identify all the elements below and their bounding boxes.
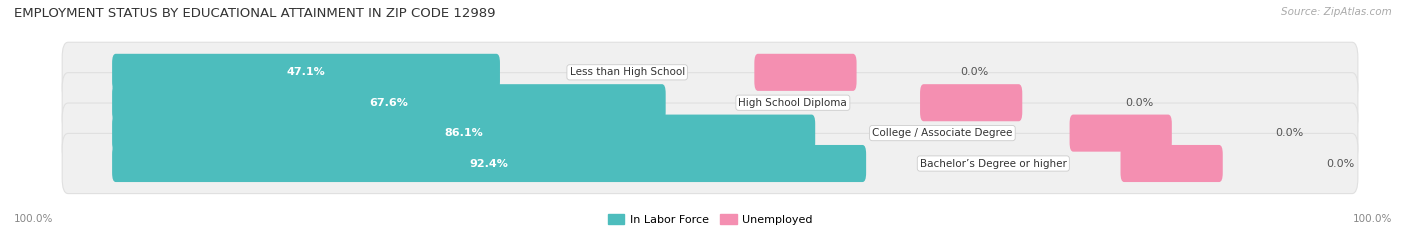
Text: 47.1%: 47.1%: [287, 67, 325, 77]
Legend: In Labor Force, Unemployed: In Labor Force, Unemployed: [603, 210, 817, 229]
Text: 0.0%: 0.0%: [1326, 158, 1354, 168]
FancyBboxPatch shape: [755, 54, 856, 91]
Text: Bachelor’s Degree or higher: Bachelor’s Degree or higher: [920, 158, 1067, 168]
Text: 100.0%: 100.0%: [14, 214, 53, 224]
FancyBboxPatch shape: [62, 103, 1358, 163]
FancyBboxPatch shape: [62, 134, 1358, 194]
Text: 92.4%: 92.4%: [470, 158, 509, 168]
FancyBboxPatch shape: [112, 84, 665, 121]
Text: 67.6%: 67.6%: [370, 98, 408, 108]
Text: Less than High School: Less than High School: [569, 67, 685, 77]
FancyBboxPatch shape: [112, 115, 815, 152]
FancyBboxPatch shape: [62, 42, 1358, 103]
Text: 0.0%: 0.0%: [960, 67, 988, 77]
Text: High School Diploma: High School Diploma: [738, 98, 848, 108]
Text: College / Associate Degree: College / Associate Degree: [872, 128, 1012, 138]
FancyBboxPatch shape: [112, 145, 866, 182]
Text: 0.0%: 0.0%: [1126, 98, 1154, 108]
Text: 100.0%: 100.0%: [1353, 214, 1392, 224]
Text: EMPLOYMENT STATUS BY EDUCATIONAL ATTAINMENT IN ZIP CODE 12989: EMPLOYMENT STATUS BY EDUCATIONAL ATTAINM…: [14, 7, 495, 20]
Text: 86.1%: 86.1%: [444, 128, 484, 138]
FancyBboxPatch shape: [1070, 115, 1171, 152]
Text: Source: ZipAtlas.com: Source: ZipAtlas.com: [1281, 7, 1392, 17]
FancyBboxPatch shape: [112, 54, 501, 91]
FancyBboxPatch shape: [1121, 145, 1223, 182]
FancyBboxPatch shape: [920, 84, 1022, 121]
FancyBboxPatch shape: [62, 73, 1358, 133]
Text: 0.0%: 0.0%: [1275, 128, 1303, 138]
